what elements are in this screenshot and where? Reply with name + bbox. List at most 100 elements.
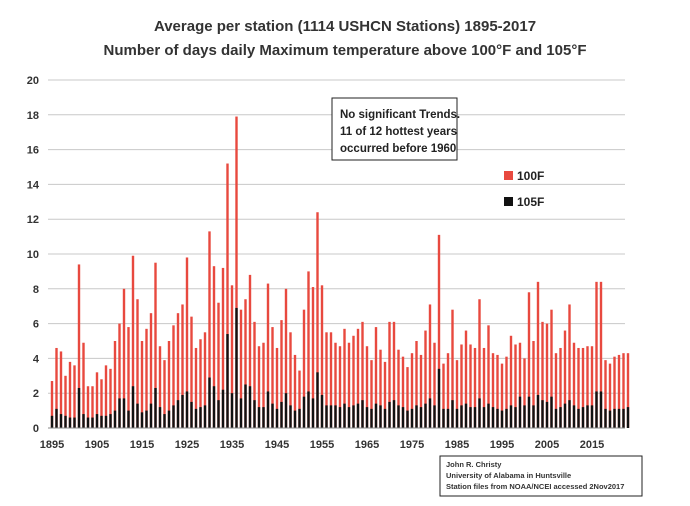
series-100f-bar xyxy=(406,367,409,428)
series-105f-bar xyxy=(86,417,90,428)
series-105f-bar xyxy=(208,377,211,428)
series-105f-bar xyxy=(320,394,324,428)
series-105f-bar xyxy=(532,405,535,428)
series-105f-bar xyxy=(541,400,544,428)
series-100f-bar xyxy=(536,281,540,428)
series-105f-bar xyxy=(473,407,477,428)
series-100f-bar xyxy=(410,353,414,428)
y-tick-label: 14 xyxy=(27,179,40,191)
series-105f-bar xyxy=(478,398,481,428)
series-100f-bar xyxy=(577,347,580,428)
legend-label-100f: 100F xyxy=(517,169,544,183)
series-100f-bar xyxy=(622,353,625,428)
series-105f-bar xyxy=(55,408,58,428)
series-100f-bar xyxy=(604,360,607,428)
series-100f-bar xyxy=(442,363,445,428)
series-100f-bar xyxy=(514,344,517,428)
x-tick-label: 1905 xyxy=(85,439,109,451)
x-tick-label: 1935 xyxy=(220,439,244,451)
series-105f-bar xyxy=(599,391,603,428)
series-100f-bar xyxy=(320,285,324,428)
y-tick-label: 0 xyxy=(33,423,39,435)
series-100f-bar xyxy=(617,354,621,428)
series-100f-bar xyxy=(325,332,328,428)
series-105f-bar xyxy=(262,407,265,428)
series-100f-bar xyxy=(176,313,180,428)
y-tick-label: 10 xyxy=(27,249,39,261)
y-tick-label: 6 xyxy=(33,319,39,331)
series-105f-bar xyxy=(559,407,562,428)
credit-line-2: University of Alabama in Huntsville xyxy=(446,471,571,480)
series-100f-bar xyxy=(284,288,288,428)
series-105f-bar xyxy=(595,391,598,428)
series-105f-bar xyxy=(149,403,153,428)
series-100f-bar xyxy=(199,339,202,428)
series-100f-bar xyxy=(347,342,351,428)
series-105f-bar xyxy=(374,403,378,428)
series-100f-bar xyxy=(343,328,346,428)
series-105f-bar xyxy=(253,400,256,428)
series-100f-bar xyxy=(586,346,589,428)
series-100f-bar xyxy=(572,342,576,428)
series-105f-bar xyxy=(244,384,247,428)
series-105f-bar xyxy=(568,400,571,428)
series-100f-bar xyxy=(590,346,594,428)
series-105f-bar xyxy=(352,405,355,428)
series-105f-bar xyxy=(145,410,148,428)
series-100f-bar xyxy=(311,287,315,428)
series-100f-bar xyxy=(451,309,454,428)
series-105f-bar xyxy=(370,408,373,428)
series-105f-bar xyxy=(388,401,391,428)
series-100f-bar xyxy=(491,353,495,428)
annotation-line-3: occurred before 1960 xyxy=(340,143,456,155)
series-105f-bar xyxy=(140,412,144,428)
series-105f-bar xyxy=(586,405,589,428)
series-100f-bar xyxy=(50,381,54,428)
series-105f-bar xyxy=(185,391,189,428)
series-105f-bar xyxy=(64,415,67,428)
chart-title-line-2: Number of days daily Maximum temperature… xyxy=(103,42,587,59)
series-105f-bar xyxy=(379,405,382,428)
series-100f-bar xyxy=(388,321,391,428)
series-100f-bar xyxy=(127,327,130,428)
series-100f-bar xyxy=(217,302,220,428)
series-100f-bar xyxy=(190,316,193,428)
series-105f-bar xyxy=(91,417,94,428)
series-100f-bar xyxy=(482,347,486,428)
series-105f-bar xyxy=(622,408,625,428)
series-105f-bar xyxy=(491,407,495,428)
series-100f-bar xyxy=(244,299,247,428)
series-100f-bar xyxy=(419,354,423,428)
series-100f-bar xyxy=(599,281,603,428)
series-105f-bar xyxy=(104,415,108,428)
series-105f-bar xyxy=(298,408,301,428)
series-100f-bar xyxy=(59,351,63,428)
x-tick-label: 1975 xyxy=(400,439,424,451)
series-100f-bar xyxy=(496,354,499,428)
series-100f-bar xyxy=(379,349,382,428)
series-100f-bar xyxy=(280,320,283,428)
series-100f-bar xyxy=(505,356,508,428)
series-100f-bar xyxy=(68,361,72,428)
series-100f-bar xyxy=(334,342,337,428)
series-105f-bar xyxy=(460,405,463,428)
series-100f-bar xyxy=(523,358,526,428)
series-100f-bar xyxy=(271,327,274,428)
series-100f-bars xyxy=(50,116,630,428)
series-100f-bar xyxy=(559,347,562,428)
series-105f-bar xyxy=(410,408,414,428)
series-100f-bar xyxy=(248,274,252,428)
x-tick-label: 1895 xyxy=(40,439,64,451)
series-105f-bar xyxy=(127,410,130,428)
series-105f-bar xyxy=(626,407,630,428)
legend: 100F 105F xyxy=(504,169,544,209)
series-105f-bar xyxy=(617,408,621,428)
series-100f-bar xyxy=(487,325,490,428)
series-100f-bar xyxy=(113,341,117,428)
series-100f-bar xyxy=(154,262,157,428)
series-105f-bar xyxy=(455,408,459,428)
series-105f-bar xyxy=(604,408,607,428)
series-105f-bar xyxy=(113,410,117,428)
series-100f-bar xyxy=(140,341,144,428)
